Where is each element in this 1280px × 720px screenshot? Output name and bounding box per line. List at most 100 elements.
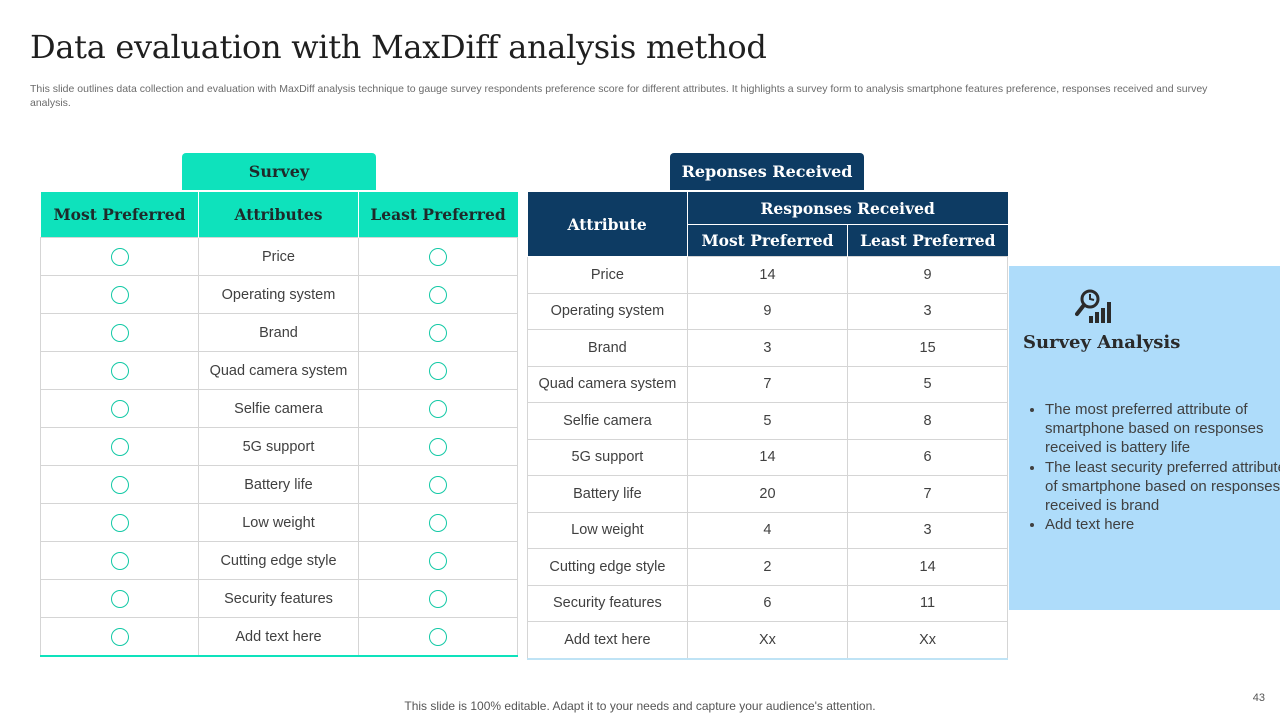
- survey-attribute: Battery life: [198, 465, 358, 504]
- response-most-count: 7: [686, 365, 848, 403]
- least-preferred-cell: [357, 503, 518, 542]
- response-attribute: Cutting edge style: [527, 548, 688, 585]
- least-preferred-cell: [357, 275, 518, 314]
- responses-row: Add text here Xx Xx: [527, 621, 1008, 660]
- response-least-count: Xx: [847, 621, 1008, 660]
- least-preferred-radio[interactable]: [428, 475, 447, 494]
- response-most-count: Xx: [686, 621, 848, 660]
- response-attribute: Quad camera system: [527, 365, 688, 403]
- least-preferred-radio[interactable]: [428, 589, 447, 608]
- least-preferred-radio[interactable]: [428, 323, 447, 342]
- least-preferred-radio[interactable]: [428, 285, 447, 304]
- responses-row: Low weight 4 3: [527, 511, 1008, 549]
- most-preferred-radio[interactable]: [110, 513, 129, 532]
- response-most-count: 6: [686, 584, 848, 622]
- response-most-count: 5: [686, 402, 848, 439]
- survey-attribute: Brand: [198, 313, 358, 352]
- responses-table: Attribute Responses Received Most Prefer…: [527, 192, 1008, 660]
- response-least-count: 8: [847, 402, 1008, 439]
- response-most-count: 4: [686, 511, 848, 549]
- most-preferred-cell: [39, 427, 199, 466]
- survey-row: Add text here: [39, 617, 518, 657]
- most-preferred-cell: [39, 617, 199, 657]
- survey-attribute: Operating system: [198, 275, 358, 314]
- survey-row: Quad camera system: [39, 351, 518, 390]
- least-preferred-cell: [357, 389, 518, 428]
- response-attribute: Battery life: [527, 475, 688, 512]
- responses-row: Operating system 9 3: [527, 292, 1008, 330]
- least-preferred-cell: [357, 579, 518, 618]
- response-most-count: 14: [686, 256, 848, 293]
- survey-row: Brand: [39, 313, 518, 352]
- responses-header-row: Attribute Responses Received: [527, 192, 1008, 257]
- least-preferred-radio[interactable]: [428, 627, 447, 646]
- response-most-count: 2: [686, 548, 848, 585]
- least-preferred-radio[interactable]: [428, 361, 447, 380]
- least-preferred-cell: [357, 541, 518, 580]
- response-attribute: Low weight: [527, 511, 688, 549]
- most-preferred-radio[interactable]: [110, 437, 129, 456]
- response-least-count: 3: [847, 511, 1008, 549]
- most-preferred-radio[interactable]: [110, 475, 129, 494]
- survey-attribute: Quad camera system: [198, 351, 358, 390]
- most-preferred-radio[interactable]: [110, 285, 129, 304]
- page-number: 43: [1252, 692, 1265, 704]
- responses-tab-label: Reponses Received: [670, 153, 864, 190]
- survey-body: Price Operating system Brand Quad camera sy…: [39, 237, 518, 657]
- survey-row: Security features: [39, 579, 518, 618]
- survey-attribute: Low weight: [198, 503, 358, 542]
- responses-row: Brand 3 15: [527, 329, 1008, 366]
- analysis-bullet: The most preferred attribute of smartpho…: [1045, 400, 1280, 458]
- most-preferred-radio[interactable]: [110, 247, 129, 266]
- response-most-count: 14: [686, 438, 848, 476]
- most-preferred-radio[interactable]: [110, 361, 129, 380]
- analysis-chart-icon: [1075, 289, 1111, 323]
- responses-row: Cutting edge style 2 14: [527, 548, 1008, 585]
- survey-row: Battery life: [39, 465, 518, 504]
- most-preferred-radio[interactable]: [110, 627, 129, 646]
- least-preferred-cell: [357, 313, 518, 352]
- least-preferred-radio[interactable]: [428, 551, 447, 570]
- responses-row: Security features 6 11: [527, 584, 1008, 622]
- least-preferred-cell: [357, 465, 518, 504]
- response-least-count: 11: [847, 584, 1008, 622]
- response-most-count: 20: [686, 475, 848, 512]
- least-preferred-radio[interactable]: [428, 513, 447, 532]
- survey-row: Operating system: [39, 275, 518, 314]
- most-preferred-radio[interactable]: [110, 551, 129, 570]
- responses-row: Battery life 20 7: [527, 475, 1008, 512]
- survey-attribute: Selfie camera: [198, 389, 358, 428]
- most-preferred-cell: [39, 351, 199, 390]
- survey-analysis-title: Survey Analysis: [1023, 332, 1181, 353]
- survey-analysis-panel: Survey Analysis The most preferred attri…: [1009, 266, 1280, 610]
- least-preferred-radio[interactable]: [428, 437, 447, 456]
- least-preferred-cell: [357, 351, 518, 390]
- survey-row: Low weight: [39, 503, 518, 542]
- response-least-count: 15: [847, 329, 1008, 366]
- response-least-count: 14: [847, 548, 1008, 585]
- most-preferred-radio[interactable]: [110, 399, 129, 418]
- most-preferred-radio[interactable]: [110, 589, 129, 608]
- most-preferred-cell: [39, 503, 199, 542]
- most-preferred-cell: [39, 465, 199, 504]
- least-preferred-radio[interactable]: [428, 247, 447, 266]
- survey-header-most: Most Preferred: [40, 192, 199, 238]
- survey-header-least: Least Preferred: [357, 192, 518, 238]
- responses-header-attribute: Attribute: [527, 192, 688, 257]
- responses-row: Selfie camera 5 8: [527, 402, 1008, 439]
- responses-subheader-row: Most Preferred Least Preferred: [528, 224, 1008, 257]
- response-most-count: 9: [686, 292, 848, 330]
- survey-header-attributes: Attributes: [198, 192, 358, 238]
- page-subtitle: This slide outlines data collection and …: [30, 83, 1208, 109]
- response-attribute: 5G support: [527, 438, 688, 476]
- most-preferred-cell: [39, 313, 199, 352]
- survey-tab-label: Survey: [182, 153, 376, 190]
- survey-attribute: 5G support: [198, 427, 358, 466]
- most-preferred-radio[interactable]: [110, 323, 129, 342]
- least-preferred-radio[interactable]: [428, 399, 447, 418]
- response-attribute: Brand: [527, 329, 688, 366]
- response-least-count: 6: [847, 438, 1008, 476]
- least-preferred-cell: [357, 237, 518, 276]
- response-least-count: 3: [847, 292, 1008, 330]
- survey-header-row: Most Preferred Attributes Least Preferre…: [40, 192, 518, 238]
